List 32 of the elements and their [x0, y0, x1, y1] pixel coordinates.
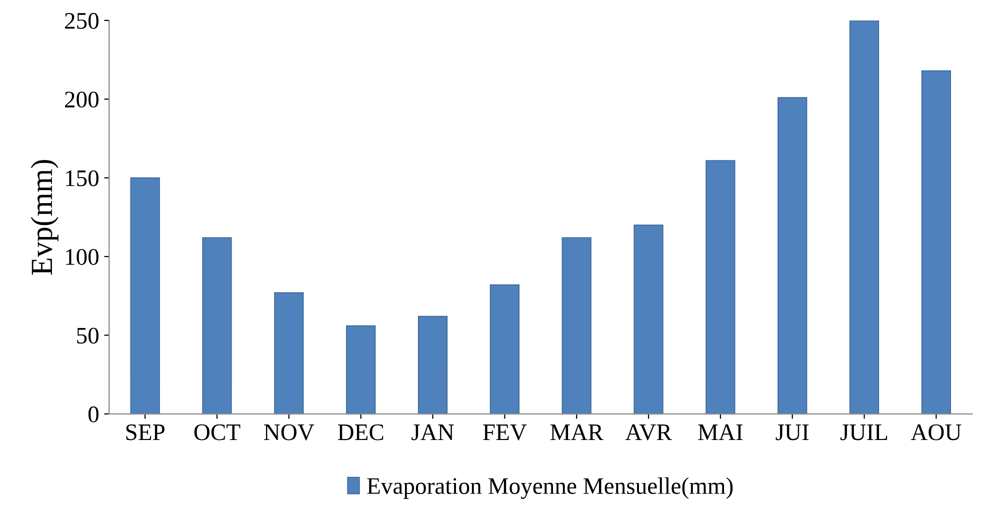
bar — [562, 237, 592, 414]
bar — [418, 316, 448, 414]
bar — [130, 177, 160, 414]
x-tick-label: DEC — [338, 424, 384, 440]
y-tick-label: 250 — [65, 12, 98, 29]
y-tick-label: 150 — [66, 170, 98, 186]
bar — [274, 292, 304, 414]
bar — [202, 237, 232, 414]
bar — [849, 20, 880, 414]
bar — [490, 284, 520, 414]
bar — [778, 97, 808, 414]
x-tick-label: NOV — [264, 424, 314, 440]
bar — [346, 325, 376, 414]
bar — [634, 224, 664, 414]
x-tick-label: JAN — [412, 424, 454, 440]
y-tick-label: 200 — [65, 92, 98, 108]
y-tick-label: 100 — [66, 249, 98, 265]
x-tick-label: JUI — [776, 424, 809, 440]
x-tick-label: FEV — [483, 424, 527, 440]
y-axis-title: Evp(mm) — [30, 160, 58, 275]
x-tick-label: MAR — [550, 424, 604, 440]
bar — [706, 160, 736, 414]
y-tick-label: 50 — [77, 328, 98, 344]
x-tick-label: MAI — [698, 424, 743, 440]
x-tick-label: AVR — [625, 424, 672, 440]
legend-label: Evaporation Moyenne Mensuelle(mm) — [367, 477, 733, 499]
bar — [921, 70, 952, 414]
x-tick-label: SEP — [126, 424, 164, 440]
y-tick-label: 0 — [88, 406, 98, 422]
x-tick-label: AOU — [910, 424, 962, 440]
x-tick-label: JUIL — [840, 424, 888, 440]
x-tick-label: OCT — [194, 424, 240, 440]
